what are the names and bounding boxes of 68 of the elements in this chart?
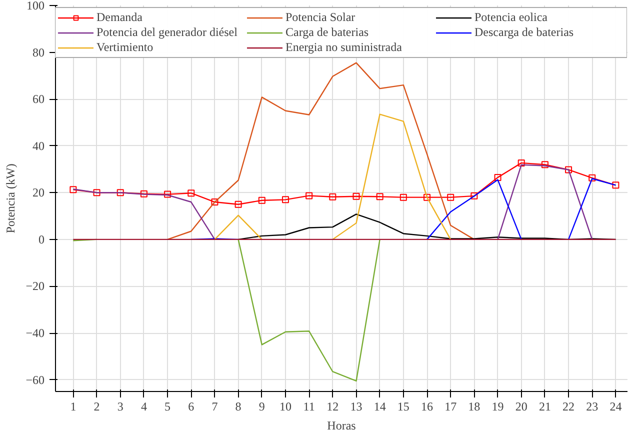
x-tick-label: 10 — [279, 400, 292, 414]
point — [93, 189, 100, 196]
x-tick-label: 6 — [188, 400, 194, 414]
point — [211, 198, 218, 206]
x-tick-label: 15 — [397, 400, 410, 414]
point — [188, 190, 195, 197]
x-tick-label: 3 — [117, 400, 124, 414]
y-tick-label: −40 — [26, 326, 45, 340]
x-tick-label: 24 — [610, 400, 622, 414]
x-tick-label: 13 — [350, 400, 362, 414]
x-tick-label: 11 — [303, 400, 315, 414]
y-tick-label: 60 — [32, 92, 44, 106]
y-axis-title: Potencia (kW) — [4, 164, 18, 234]
x-tick-label: 1 — [70, 400, 76, 414]
point — [494, 174, 502, 181]
point — [565, 166, 572, 174]
point — [376, 193, 384, 200]
point — [447, 194, 454, 201]
x-tick-label: 9 — [258, 400, 265, 414]
point — [140, 190, 148, 198]
point — [612, 182, 620, 189]
point — [400, 194, 407, 201]
x-tick-label: 5 — [164, 400, 171, 414]
point — [541, 161, 548, 168]
x-tick-label: 20 — [515, 400, 528, 414]
x-tick-label: 14 — [374, 400, 386, 414]
x-tick-label: 2 — [94, 400, 100, 414]
y-tick-label: 100 — [26, 0, 44, 12]
y-tick-label: −20 — [26, 279, 45, 294]
x-tick-label: 19 — [492, 400, 504, 414]
point — [588, 174, 596, 182]
x-axis-title: Horas — [327, 418, 356, 432]
legend-label: Potencia del generador diésel — [96, 25, 238, 40]
legend-label: Potencia Solar — [286, 10, 356, 25]
y-tick-label: 0 — [38, 232, 44, 246]
legend-label: Demanda — [96, 10, 144, 25]
point — [116, 189, 124, 196]
x-tick-label: 7 — [212, 400, 218, 414]
point — [424, 194, 431, 201]
point — [518, 159, 525, 166]
x-tick-label: 18 — [468, 400, 480, 414]
x-tick-label: 4 — [140, 400, 147, 414]
point — [234, 200, 242, 208]
legend-label: Carga de baterias — [286, 25, 370, 40]
y-tick-label: 20 — [32, 186, 44, 200]
x-tick-label: 21 — [538, 400, 551, 414]
legend-label: Energia no suministrada — [286, 40, 403, 55]
x-tick-label: 17 — [444, 400, 457, 414]
point — [329, 193, 336, 200]
legend-label: Vertimiento — [96, 40, 154, 55]
x-tick-label: 16 — [421, 400, 434, 414]
legend-label: Potencia eolica — [474, 10, 548, 25]
y-tick-label: 80 — [32, 45, 44, 60]
point — [282, 196, 289, 204]
y-tick-label: 40 — [32, 138, 44, 153]
y-tick-label: −60 — [26, 372, 45, 387]
line-series — [166, 62, 475, 240]
point — [352, 192, 360, 200]
point — [306, 192, 313, 200]
point — [470, 192, 478, 200]
legend-label: Descarga de baterias — [474, 25, 575, 40]
x-tick-label: 23 — [586, 400, 598, 414]
point — [258, 196, 266, 204]
point — [164, 190, 172, 198]
x-tick-label: 22 — [562, 400, 575, 414]
x-tick-label: 8 — [235, 400, 242, 414]
point — [70, 186, 77, 194]
x-tick-label: 12 — [326, 400, 339, 414]
